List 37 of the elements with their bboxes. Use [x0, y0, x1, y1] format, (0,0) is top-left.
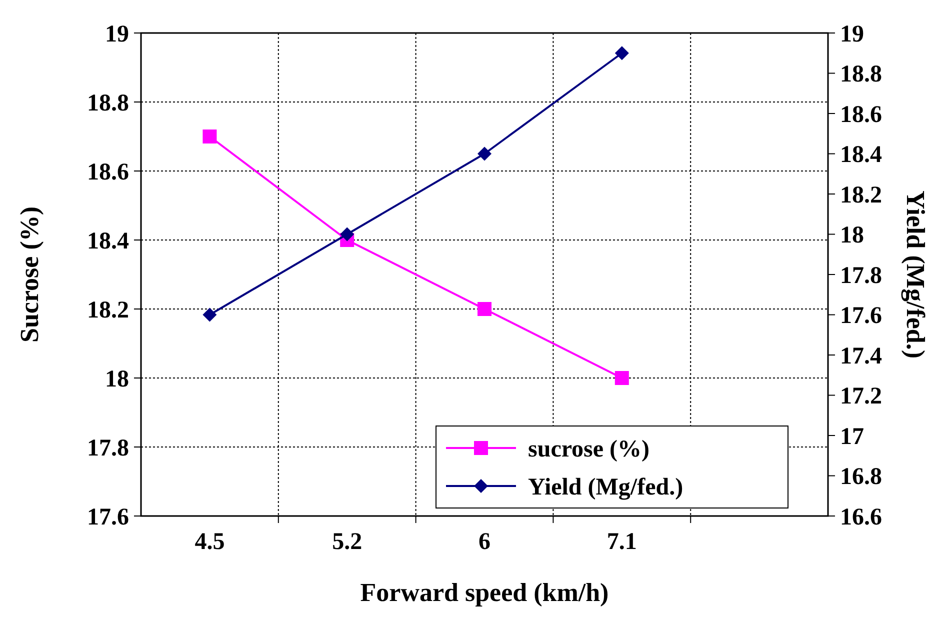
point — [202, 130, 217, 144]
y2-axis-title: Yield (Mg/fed.) — [900, 190, 930, 358]
y2-tick-label: 17.2 — [840, 384, 882, 410]
y-tick-label: 19 — [105, 21, 129, 48]
point — [202, 308, 217, 322]
y2-tick-label: 18 — [840, 222, 864, 249]
point — [478, 302, 492, 316]
legend-label: sucrose (%) — [528, 436, 650, 462]
point — [614, 371, 629, 385]
y2-tick-label: 17.4 — [840, 343, 882, 370]
y-tick-label: 18.4 — [87, 228, 129, 254]
y2-tick-label: 16.8 — [840, 464, 882, 490]
legend-label: Yield (Mg/fed.) — [528, 474, 684, 500]
y2-tick-label: 19 — [840, 21, 864, 48]
x-tick-label: 6 — [478, 529, 490, 555]
y2-tick-label: 17 — [840, 424, 864, 450]
x-tick-label: 7.1 — [606, 529, 637, 555]
y2-tick-label: 18.8 — [840, 62, 882, 88]
y-axis-title: Sucrose (%) — [15, 206, 44, 343]
y-tick-label: 18.2 — [87, 297, 129, 324]
y2-tick-label: 18.4 — [840, 142, 882, 168]
point — [614, 46, 629, 60]
x-tick-label: 5.2 — [332, 529, 362, 555]
y-tick-label: 17.6 — [87, 504, 129, 530]
y2-tick-label: 18.2 — [840, 182, 882, 208]
y-tick-label: 18.6 — [87, 159, 129, 186]
point — [340, 227, 354, 242]
y2-tick-label: 18.6 — [840, 102, 882, 128]
y-tick-label: 18.8 — [87, 90, 129, 116]
y2-tick-label: 17.6 — [840, 303, 882, 330]
x-axis-title: Forward speed (km/h) — [360, 578, 609, 607]
point — [478, 146, 492, 161]
y2-tick-label: 16.6 — [840, 504, 882, 530]
y-tick-label: 17.8 — [87, 435, 129, 462]
y-tick-label: 18 — [105, 366, 129, 392]
y2-tick-label: 17.8 — [840, 262, 882, 289]
x-tick-label: 4.5 — [194, 529, 225, 555]
